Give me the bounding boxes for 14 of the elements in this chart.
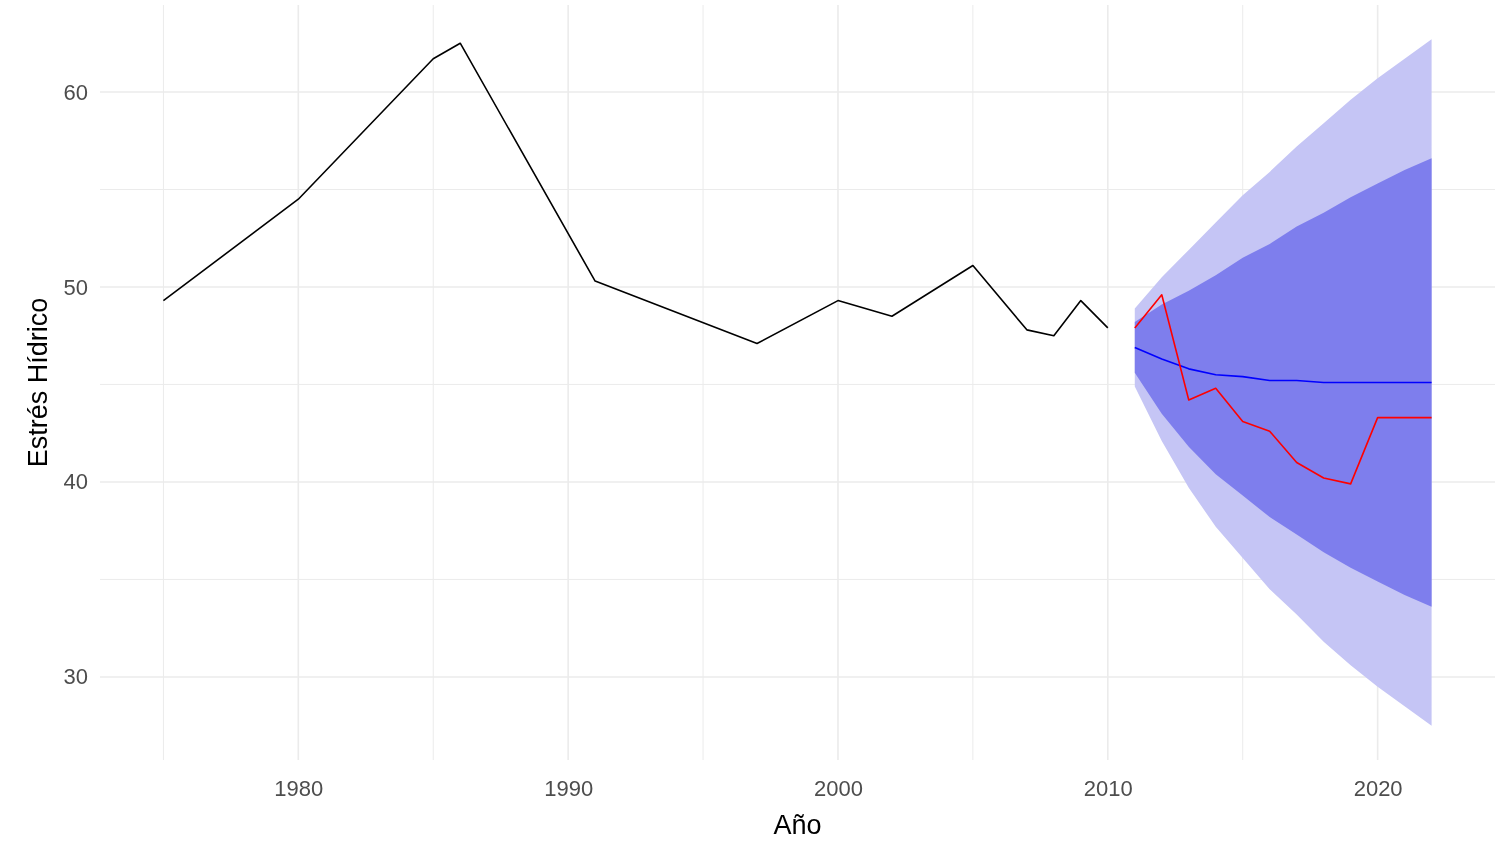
- y-tick-label: 40: [63, 469, 88, 495]
- x-tick-label: 2000: [814, 775, 863, 801]
- x-axis-title: Año: [773, 810, 822, 840]
- y-tick-label: 50: [63, 274, 88, 300]
- y-axis-title: Estrés Hídrico: [23, 297, 53, 468]
- line-series: [1133, 346, 1433, 384]
- x-tick-label: 2020: [1353, 775, 1403, 801]
- x-tick-label: 1990: [544, 775, 594, 801]
- y-tick-label: 30: [63, 664, 88, 690]
- line-series: [162, 42, 1109, 345]
- x-tick-label: 2010: [1083, 775, 1133, 801]
- y-tick-label: 60: [63, 79, 88, 105]
- x-tick-label: 1980: [274, 775, 324, 801]
- line-series: [1133, 293, 1433, 485]
